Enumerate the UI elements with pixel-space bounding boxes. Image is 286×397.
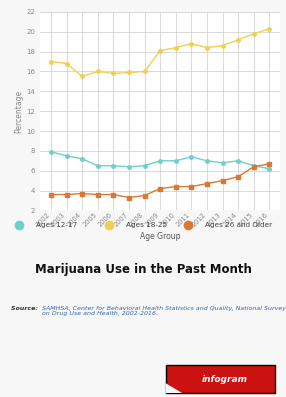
Text: SAMHSA, Center for Behavioral Health Statistics and Quality, National Survey on : SAMHSA, Center for Behavioral Health Sta… [42, 306, 286, 316]
Text: Marijuana Use in the Past Month: Marijuana Use in the Past Month [35, 264, 251, 276]
Y-axis label: Percentage: Percentage [14, 90, 23, 133]
Text: Ages 12-17: Ages 12-17 [36, 222, 78, 228]
X-axis label: Age Group: Age Group [140, 232, 180, 241]
Text: Ages 26 and Older: Ages 26 and Older [205, 222, 272, 228]
Text: Source:: Source: [11, 306, 40, 311]
FancyBboxPatch shape [166, 365, 275, 393]
Polygon shape [166, 384, 182, 393]
Text: infogram: infogram [202, 375, 248, 384]
Text: Ages 18-25: Ages 18-25 [126, 222, 167, 228]
